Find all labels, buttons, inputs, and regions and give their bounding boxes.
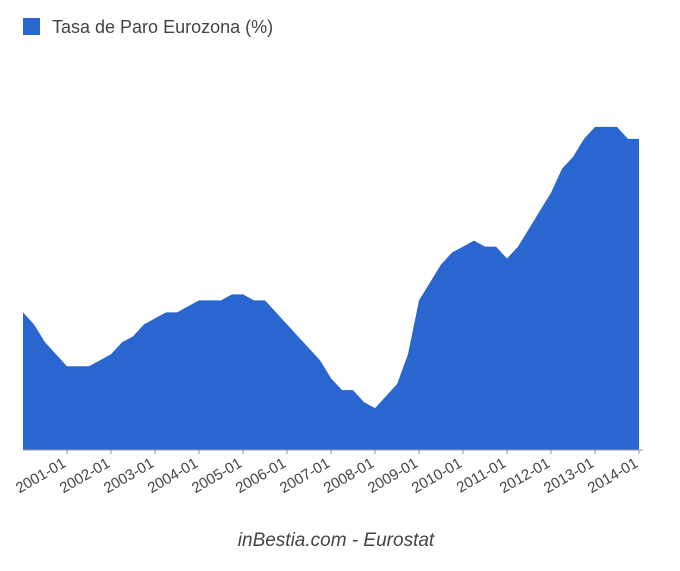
area — [23, 126, 639, 451]
legend-swatch — [23, 18, 40, 35]
x-tick-label: 2010-01 — [409, 455, 465, 497]
legend-label: Tasa de Paro Eurozona (%) — [52, 17, 273, 37]
x-tick-label: 2014-01 — [585, 455, 641, 497]
source-note: inBestia.com - Eurostat — [238, 530, 435, 551]
